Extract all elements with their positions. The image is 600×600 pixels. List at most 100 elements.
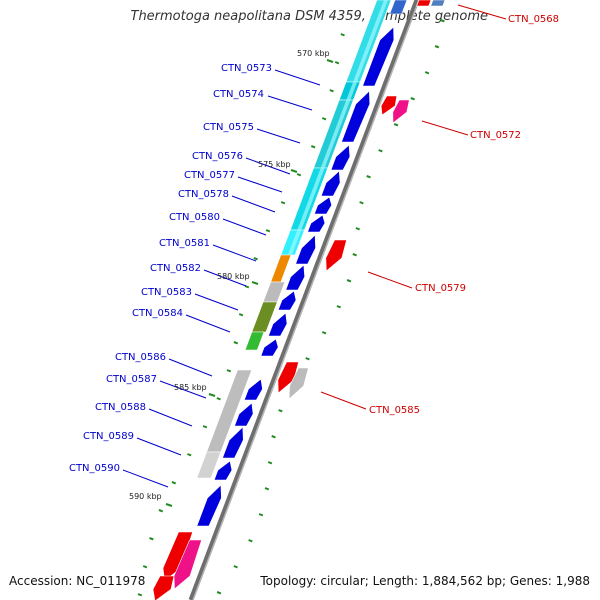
skew-dash bbox=[137, 593, 143, 597]
skew-dash bbox=[265, 229, 271, 233]
skew-dash bbox=[329, 89, 334, 93]
skew-dash bbox=[321, 331, 327, 335]
reverse-cds-arrow bbox=[277, 361, 299, 394]
reverse-cds-arrow bbox=[416, 0, 432, 7]
forward-cds-arrow bbox=[213, 460, 233, 481]
scale-tick-mark bbox=[290, 169, 298, 173]
gene-label-ctn-0579[interactable]: CTN_0579 bbox=[415, 283, 466, 294]
skew-dash bbox=[253, 257, 258, 261]
gene-label-leader bbox=[274, 69, 321, 86]
forward-cds-arrow bbox=[330, 144, 351, 171]
accession-label: Accession: NC_011978 bbox=[9, 574, 146, 588]
gene-label-ctn-0576[interactable]: CTN_0576 bbox=[192, 151, 243, 162]
skew-dash bbox=[378, 149, 383, 153]
gene-label-ctn-0573[interactable]: CTN_0573 bbox=[221, 63, 272, 74]
gene-label-ctn-0589[interactable]: CTN_0589 bbox=[83, 431, 134, 442]
skew-dash bbox=[278, 409, 283, 413]
skew-dash bbox=[171, 481, 177, 485]
gene-label-ctn-0572[interactable]: CTN_0572 bbox=[470, 130, 521, 141]
forward-cds-arrow bbox=[362, 26, 395, 87]
gene-label-leader bbox=[237, 176, 283, 193]
gene-label-ctn-0581[interactable]: CTN_0581 bbox=[159, 238, 210, 249]
forward-cds-arrow bbox=[243, 378, 263, 401]
scale-tick-label: 590 kbp bbox=[129, 492, 162, 501]
skew-dash bbox=[393, 123, 399, 127]
skew-dash bbox=[226, 369, 232, 373]
skew-dash bbox=[187, 453, 192, 457]
gene-label-leader bbox=[320, 391, 367, 410]
skew-dash bbox=[149, 537, 154, 541]
cog-band-block bbox=[270, 254, 292, 283]
gene-label-ctn-0583[interactable]: CTN_0583 bbox=[141, 287, 192, 298]
gene-label-leader bbox=[185, 314, 231, 333]
gene-label-ctn-0568[interactable]: CTN_0568 bbox=[508, 14, 559, 25]
skew-dash bbox=[233, 341, 239, 345]
skew-dash bbox=[233, 565, 238, 569]
skew-dash bbox=[334, 61, 340, 65]
gene-label-ctn-0577[interactable]: CTN_0577 bbox=[184, 170, 235, 181]
skew-dash bbox=[258, 513, 264, 517]
skew-dash bbox=[366, 175, 371, 179]
gene-label-ctn-0584[interactable]: CTN_0584 bbox=[132, 308, 183, 319]
gene-label-leader bbox=[222, 218, 267, 236]
forward-cds-arrow bbox=[295, 234, 316, 265]
forward-cds-arrow bbox=[320, 170, 341, 197]
reverse-cds-arrow bbox=[325, 239, 347, 272]
skew-dash bbox=[340, 33, 345, 37]
skew-dash bbox=[410, 97, 415, 101]
reverse-cds-arrow bbox=[392, 99, 410, 124]
gene-label-ctn-0575[interactable]: CTN_0575 bbox=[203, 122, 254, 133]
right-gene-labels: CTN_0568 CTN_0572 CTN_0579 CTN_0585 bbox=[320, 4, 559, 416]
forward-cds-arrow bbox=[222, 426, 244, 459]
gene-label-ctn-0574[interactable]: CTN_0574 bbox=[213, 89, 264, 100]
gene-label-leader bbox=[159, 380, 207, 399]
gene-label-leader bbox=[212, 244, 257, 262]
scale-tick-mark bbox=[326, 59, 334, 63]
skew-dash bbox=[352, 253, 357, 257]
skew-dash bbox=[202, 425, 208, 429]
gene-label-leader bbox=[168, 358, 213, 377]
reverse-cds-arrow bbox=[380, 95, 398, 116]
skew-dash bbox=[434, 45, 440, 49]
gene-label-ctn-0585[interactable]: CTN_0585 bbox=[369, 405, 420, 416]
skew-dash bbox=[310, 145, 316, 149]
genome-backbone bbox=[188, 0, 420, 600]
reverse-cds-arrow bbox=[430, 0, 446, 7]
forward-cds-arrow bbox=[277, 290, 297, 311]
scale-tick-label: 585 kbp bbox=[174, 383, 207, 392]
genome-backbone-highlight bbox=[192, 0, 420, 600]
reverse-cds-track bbox=[152, 0, 446, 600]
gene-label-leader bbox=[231, 195, 276, 213]
skew-dash bbox=[216, 397, 221, 401]
scale-tick-label: 580 kbp bbox=[217, 272, 250, 281]
gene-label-leader bbox=[122, 469, 169, 488]
left-gene-labels: CTN_0573 CTN_0574 CTN_0575 CTN_0576 CTN_… bbox=[69, 63, 321, 488]
gene-label-ctn-0588[interactable]: CTN_0588 bbox=[95, 402, 146, 413]
scale-tick-mark bbox=[251, 281, 259, 285]
gene-label-ctn-0590[interactable]: CTN_0590 bbox=[69, 463, 120, 474]
gene-label-ctn-0587[interactable]: CTN_0587 bbox=[106, 374, 157, 385]
gene-label-leader bbox=[245, 157, 291, 175]
forward-cds-arrow bbox=[196, 484, 222, 527]
reverse-cds-arrow bbox=[173, 539, 203, 590]
scale-ticks: 570 kbp 575 kbp 580 kbp 585 kbp 590 kbp bbox=[129, 49, 334, 507]
skew-dash bbox=[336, 305, 341, 309]
gene-label-ctn-0578[interactable]: CTN_0578 bbox=[178, 189, 229, 200]
gene-label-ctn-0582[interactable]: CTN_0582 bbox=[150, 263, 201, 274]
cog-band-track bbox=[196, 0, 392, 479]
cog-band-highlight bbox=[287, 0, 388, 255]
gene-label-ctn-0586[interactable]: CTN_0586 bbox=[115, 352, 166, 363]
gene-label-ctn-0580[interactable]: CTN_0580 bbox=[169, 212, 220, 223]
skew-dash bbox=[142, 565, 148, 569]
skew-dash bbox=[440, 19, 445, 23]
forward-cds-arrow bbox=[307, 214, 326, 233]
skew-dash bbox=[321, 117, 327, 121]
gc-skew-track bbox=[137, 19, 445, 597]
skew-dash bbox=[305, 357, 310, 361]
gene-label-leader bbox=[457, 4, 507, 20]
forward-cds-arrow bbox=[267, 312, 288, 337]
reverse-cds-arrow bbox=[162, 531, 194, 582]
scale-tick-label: 570 kbp bbox=[297, 49, 330, 58]
skew-dash bbox=[355, 227, 360, 231]
